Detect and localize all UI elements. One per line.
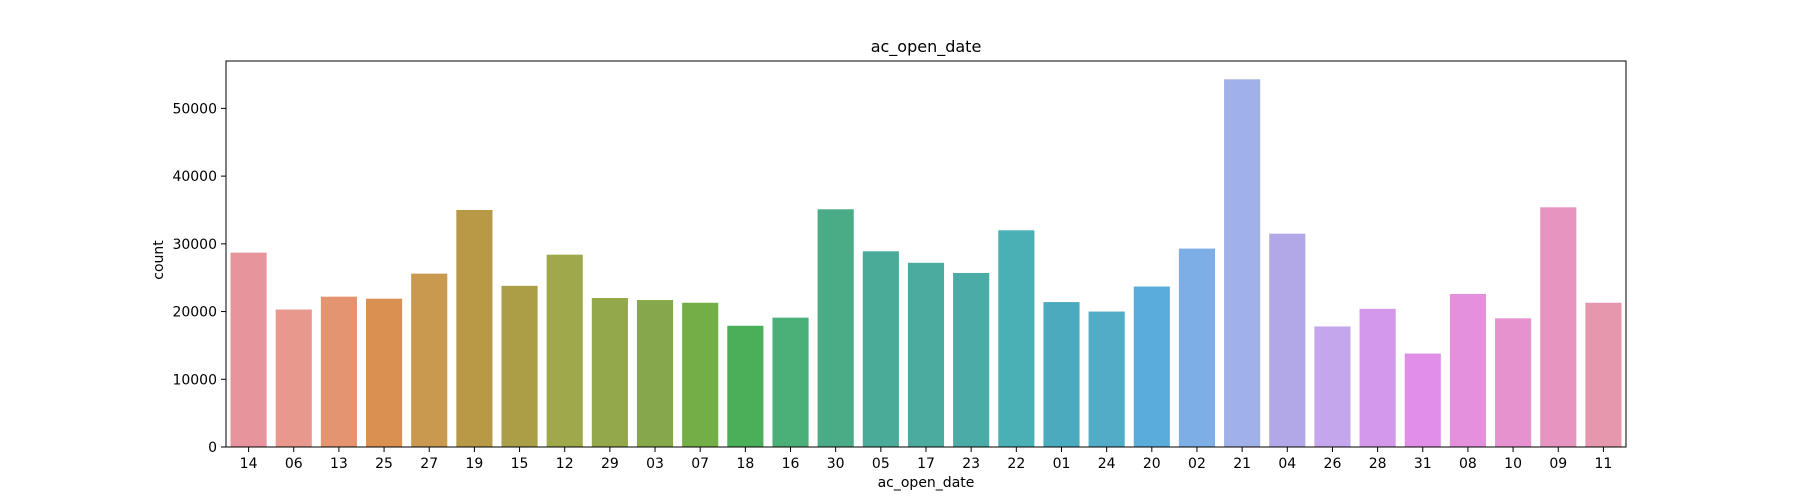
bar-08: [1449, 293, 1486, 447]
x-tick-label: 30: [827, 456, 845, 472]
x-tick-label: 05: [872, 456, 890, 472]
bar-28: [1359, 308, 1396, 447]
bar-22: [998, 230, 1035, 447]
bar-02: [1178, 248, 1216, 447]
bar-04: [1269, 233, 1306, 447]
x-tick-label: 12: [556, 456, 574, 472]
bars-group: [230, 79, 1622, 447]
bar-03: [636, 300, 674, 447]
x-tick-label: 26: [1324, 456, 1342, 472]
bar-21: [1224, 79, 1261, 447]
x-tick-label: 16: [782, 456, 800, 472]
bar-11: [1585, 302, 1622, 447]
bar-09: [1540, 207, 1577, 447]
bar-15: [501, 285, 538, 447]
bar-23: [953, 272, 990, 447]
x-tick-label: 15: [511, 456, 529, 472]
x-tick-label: 22: [1007, 456, 1025, 472]
bar-24: [1088, 311, 1125, 447]
y-tick-label: 10000: [172, 372, 217, 388]
bar-17: [907, 262, 945, 447]
bar-18: [727, 325, 764, 447]
x-tick-label: 25: [375, 456, 393, 472]
x-tick-label: 21: [1233, 456, 1251, 472]
y-tick-label: 50000: [172, 101, 217, 117]
x-tick-label: 06: [285, 456, 303, 472]
bar-25: [366, 298, 403, 447]
x-tick-label: 27: [420, 456, 438, 472]
y-axis-ticks: 0 10000 20000 30000 40000 50000: [172, 101, 226, 456]
chart-title: ac_open_date: [871, 37, 982, 57]
x-tick-label: 20: [1143, 456, 1161, 472]
x-tick-label: 08: [1459, 456, 1477, 472]
bar-01: [1043, 302, 1080, 447]
bar-31: [1404, 353, 1441, 447]
bar-30: [817, 209, 854, 447]
bar-29: [591, 298, 628, 447]
x-tick-label: 17: [917, 456, 935, 472]
bar-19: [456, 209, 493, 447]
y-axis-title: count: [151, 240, 167, 280]
y-tick-label: 20000: [172, 305, 217, 321]
y-tick-label: 30000: [172, 237, 217, 253]
bar-07: [682, 302, 719, 447]
x-tick-label: 14: [240, 456, 258, 472]
x-tick-label: 31: [1414, 456, 1432, 472]
x-axis-title: ac_open_date: [878, 475, 975, 491]
bar-05: [862, 251, 899, 447]
x-tick-label: 01: [1053, 456, 1071, 472]
x-tick-label: 28: [1369, 456, 1387, 472]
bar-27: [411, 273, 448, 447]
x-tick-label: 07: [691, 456, 709, 472]
x-tick-label: 03: [646, 456, 664, 472]
bar-16: [772, 317, 809, 447]
x-tick-label: 13: [330, 456, 348, 472]
bar-10: [1495, 318, 1532, 447]
x-tick-label: 02: [1188, 456, 1206, 472]
bar-20: [1133, 286, 1170, 447]
x-axis-ticks: 14 06 13 25 27 19 15 12 29 03 07 18 16 30 05 17 23 22 01 24…: [240, 447, 1613, 472]
x-tick-label: 19: [465, 456, 483, 472]
bar-13: [320, 296, 357, 447]
x-tick-label: 09: [1549, 456, 1567, 472]
x-tick-label: 18: [736, 456, 754, 472]
x-tick-label: 04: [1278, 456, 1296, 472]
x-tick-label: 10: [1504, 456, 1522, 472]
bar-12: [546, 254, 583, 447]
x-tick-label: 11: [1595, 456, 1613, 472]
x-tick-label: 23: [962, 456, 980, 472]
plot-frame: [225, 60, 1627, 448]
bar-06: [275, 309, 312, 447]
x-tick-label: 24: [1098, 456, 1116, 472]
bar-14: [230, 252, 267, 447]
bar-26: [1314, 326, 1351, 447]
x-tick-label: 29: [601, 456, 619, 472]
y-tick-label: 40000: [172, 169, 217, 185]
y-tick-label: 0: [208, 440, 217, 456]
